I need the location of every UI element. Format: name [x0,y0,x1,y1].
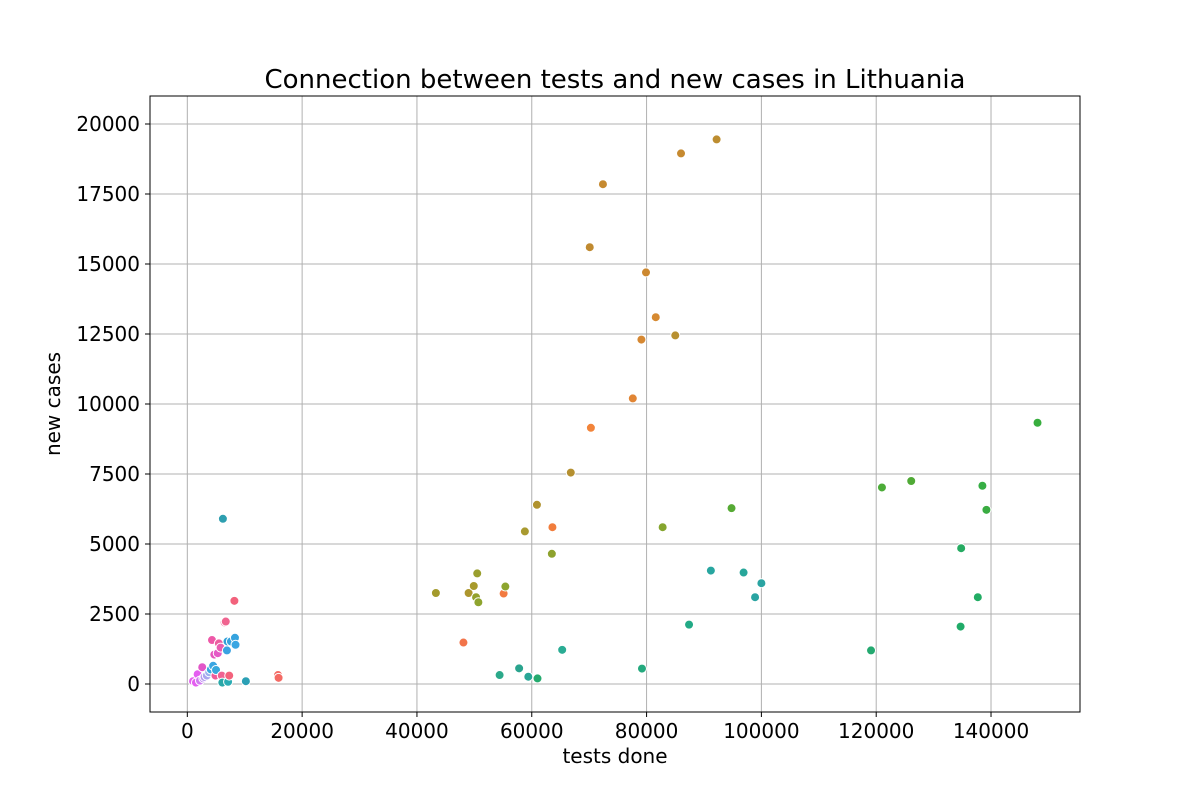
grid-lines [150,96,1080,712]
data-point [472,568,483,579]
chart-title: Connection between tests and new cases i… [265,65,966,95]
data-point [557,644,568,655]
data-point [463,588,474,598]
data-point [711,134,722,145]
data-point [585,422,596,433]
y-tick-label: 17500 [76,182,140,206]
data-point [981,504,992,515]
data-point [627,393,638,404]
x-tick-label: 80000 [615,719,679,743]
data-point [584,242,595,253]
y-tick-label: 20000 [76,112,140,136]
data-point [956,543,967,554]
x-axis-label: tests done [562,744,667,768]
data-point [750,592,761,603]
data-point [532,673,543,684]
data-point [756,578,767,589]
data-point [636,663,647,674]
data-point [670,330,681,341]
data-point [977,480,988,491]
data-point [273,672,284,683]
y-axis-label: new cases [41,352,65,456]
data-point [458,637,469,648]
data-point [221,645,232,656]
data-point [229,595,240,606]
x-tick-label: 20000 [270,719,334,743]
data-point [684,619,695,630]
data-point [519,526,530,537]
data-point [676,148,687,159]
data-point [650,312,661,323]
data-point [636,334,647,345]
y-tick-label: 0 [127,672,140,696]
data-point [217,513,228,524]
x-tick-label: 120000 [838,719,914,743]
y-tick-label: 5000 [89,532,140,556]
data-point [955,621,966,632]
data-point [240,676,251,687]
data-point [230,639,241,650]
data-point [514,663,525,674]
data-point [972,592,983,603]
data-points [188,134,1043,688]
data-point [468,581,479,591]
data-point [500,581,511,592]
x-tick-label: 100000 [723,719,799,743]
data-point [494,670,505,681]
data-point [906,476,917,486]
y-tick-label: 2500 [89,602,140,626]
axis-ticks: 0 20000 40000 60000 80000 100000 120000 140000 0… [76,112,1029,743]
data-point [546,548,557,559]
data-point [523,671,534,682]
data-point [597,179,608,190]
data-point [1032,417,1043,428]
data-point [641,267,651,278]
data-point [705,565,716,576]
data-point [565,467,576,478]
y-tick-label: 15000 [76,252,140,276]
x-tick-label: 140000 [953,719,1029,743]
data-point [738,567,749,578]
data-point [430,588,441,598]
data-point [876,482,887,493]
data-point [726,503,737,514]
x-tick-label: 60000 [500,719,564,743]
x-tick-label: 40000 [385,719,449,743]
x-tick-label: 0 [181,719,194,743]
data-point [866,645,877,656]
data-point [224,670,235,681]
y-tick-label: 7500 [89,462,140,486]
y-tick-label: 12500 [76,322,140,346]
data-point [531,499,542,510]
data-point [220,616,231,627]
data-point [657,522,668,533]
y-tick-label: 10000 [76,392,140,416]
data-point [473,597,484,608]
data-point [547,522,558,533]
